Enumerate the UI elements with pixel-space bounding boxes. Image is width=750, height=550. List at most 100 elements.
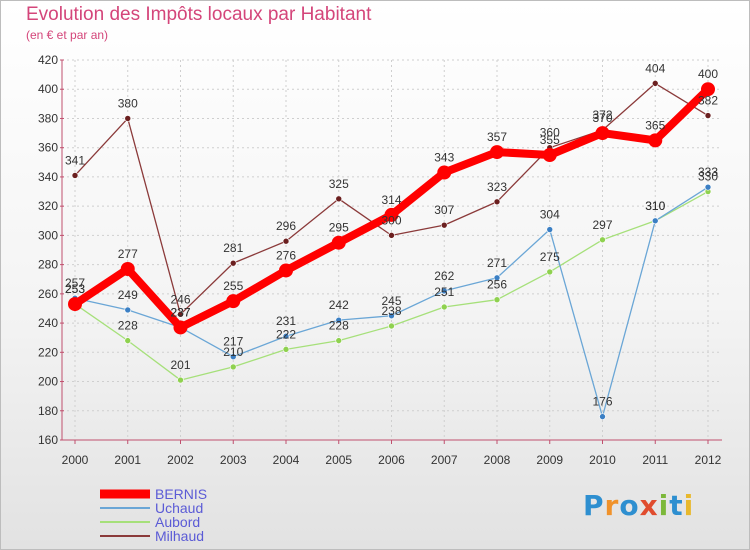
x-tick-label-2011: 2011 (642, 453, 668, 467)
y-tick-label-380: 380 (38, 111, 58, 125)
y-tick-label-240: 240 (38, 316, 58, 330)
data-label-bernis-2001: 277 (118, 247, 138, 261)
data-label-uchaud-2005: 242 (329, 298, 349, 312)
x-tick-label-2000: 2000 (62, 453, 89, 467)
data-label-bernis-2009: 355 (540, 133, 560, 147)
point-milhaud-2011 (651, 80, 659, 87)
point-bernis-2002 (173, 320, 188, 335)
point-uchaud-2008 (493, 274, 501, 282)
x-tick-label-2012: 2012 (695, 453, 722, 467)
data-label-uchaud-2004: 231 (276, 314, 296, 328)
data-label-aubord-2005: 228 (329, 319, 349, 333)
x-tick-label-2005: 2005 (325, 453, 352, 467)
point-milhaud-2005 (335, 195, 343, 203)
y-tick-label-400: 400 (38, 82, 58, 96)
point-milhaud-2012 (704, 112, 712, 119)
data-label-uchaud-2010: 176 (592, 395, 612, 409)
data-label-milhaud-2008: 323 (487, 180, 507, 194)
x-tick-label-2009: 2009 (536, 453, 563, 467)
data-label-uchaud-2006: 245 (381, 294, 401, 308)
data-label-milhaud-2007: 307 (434, 203, 454, 217)
point-aubord-2004 (282, 346, 290, 353)
data-label-uchaud-2007: 262 (434, 269, 454, 283)
point-aubord-2008 (493, 296, 501, 303)
point-aubord-2005 (335, 337, 343, 344)
y-tick-label-260: 260 (38, 287, 58, 301)
y-tick-label-420: 420 (38, 53, 58, 67)
data-label-milhaud-2010: 372 (592, 108, 612, 122)
point-bernis-2000 (68, 297, 82, 312)
y-tick-label-200: 200 (38, 375, 58, 389)
point-aubord-2003 (229, 363, 237, 371)
point-bernis-2011 (648, 133, 663, 148)
point-bernis-2004 (279, 263, 293, 278)
point-uchaud-2006 (388, 312, 395, 320)
point-aubord-2002 (177, 376, 184, 384)
legend-label-uchaud: Uchaud (155, 500, 203, 516)
point-uchaud-2010 (599, 413, 606, 420)
data-label-milhaud-2002: 246 (170, 292, 190, 306)
data-label-bernis-2008: 357 (487, 130, 507, 144)
y-tick-label-320: 320 (38, 199, 58, 213)
data-label-aubord-2008: 256 (487, 278, 507, 292)
data-label-bernis-2003: 255 (223, 279, 243, 293)
data-label-bernis-2010: 370 (592, 111, 612, 125)
data-label-aubord-2001: 228 (118, 319, 138, 333)
data-label-aubord-2006: 238 (381, 304, 401, 318)
y-tick-label-340: 340 (38, 170, 58, 184)
x-tick-label-2010: 2010 (589, 453, 616, 467)
data-label-aubord-2011: 310 (645, 199, 665, 213)
point-milhaud-2008 (493, 198, 501, 206)
legend-label-bernis: BERNIS (155, 486, 207, 502)
data-label-milhaud-2012: 382 (698, 94, 718, 108)
data-label-uchaud-2008: 271 (487, 256, 507, 270)
data-label-uchaud-2011: 310 (645, 199, 665, 213)
data-label-milhaud-2005: 325 (329, 177, 349, 191)
data-label-aubord-2002: 201 (170, 358, 190, 372)
point-bernis-2003 (226, 294, 241, 309)
data-label-milhaud-2001: 380 (118, 96, 138, 110)
proxiti-logo: Proxiti (583, 489, 695, 522)
x-tick-label-2008: 2008 (484, 453, 511, 467)
point-aubord-2006 (388, 322, 395, 330)
point-milhaud-2004 (282, 237, 290, 245)
y-tick-label-300: 300 (38, 228, 58, 242)
data-label-bernis-2012: 400 (698, 67, 718, 81)
data-label-bernis-2011: 365 (645, 118, 665, 132)
data-label-aubord-2007: 251 (434, 285, 454, 299)
point-uchaud-2007 (440, 287, 448, 295)
x-tick-label-2003: 2003 (220, 453, 247, 467)
legend-label-aubord: Aubord (155, 514, 200, 530)
chart-title: Evolution des Impôts locaux par Habitant (26, 4, 372, 25)
x-tick-label-2004: 2004 (273, 453, 300, 467)
y-tick-label-220: 220 (38, 345, 58, 359)
point-bernis-2010 (595, 126, 610, 141)
data-label-uchaud-2003: 217 (223, 335, 243, 349)
point-aubord-2010 (599, 236, 606, 244)
point-milhaud-2002 (177, 311, 184, 318)
chart-subtitle: (en € et par an) (26, 28, 109, 42)
data-label-uchaud-2002: 237 (170, 305, 190, 319)
point-milhaud-2001 (124, 115, 132, 122)
point-bernis-2009 (542, 148, 557, 162)
data-label-aubord-2009: 275 (540, 250, 560, 264)
y-tick-label-360: 360 (38, 141, 58, 155)
x-tick-label-2006: 2006 (378, 453, 405, 467)
data-label-milhaud-2004: 296 (276, 219, 296, 233)
point-uchaud-2005 (335, 316, 343, 324)
y-tick-label-180: 180 (38, 404, 58, 418)
data-label-aubord-2010: 297 (592, 218, 612, 232)
point-aubord-2007 (440, 303, 448, 311)
point-aubord-2009 (546, 268, 554, 276)
point-milhaud-2006 (388, 232, 395, 239)
point-bernis-2012 (701, 82, 715, 97)
point-bernis-2006 (384, 207, 399, 222)
data-label-bernis-2004: 276 (276, 248, 296, 262)
data-label-aubord-2000: 253 (65, 282, 85, 296)
x-tick-label-2007: 2007 (431, 453, 458, 467)
data-label-bernis-2007: 343 (434, 151, 454, 165)
data-label-milhaud-2003: 281 (223, 241, 243, 255)
point-bernis-2005 (331, 235, 346, 250)
point-uchaud-2012 (704, 183, 712, 191)
